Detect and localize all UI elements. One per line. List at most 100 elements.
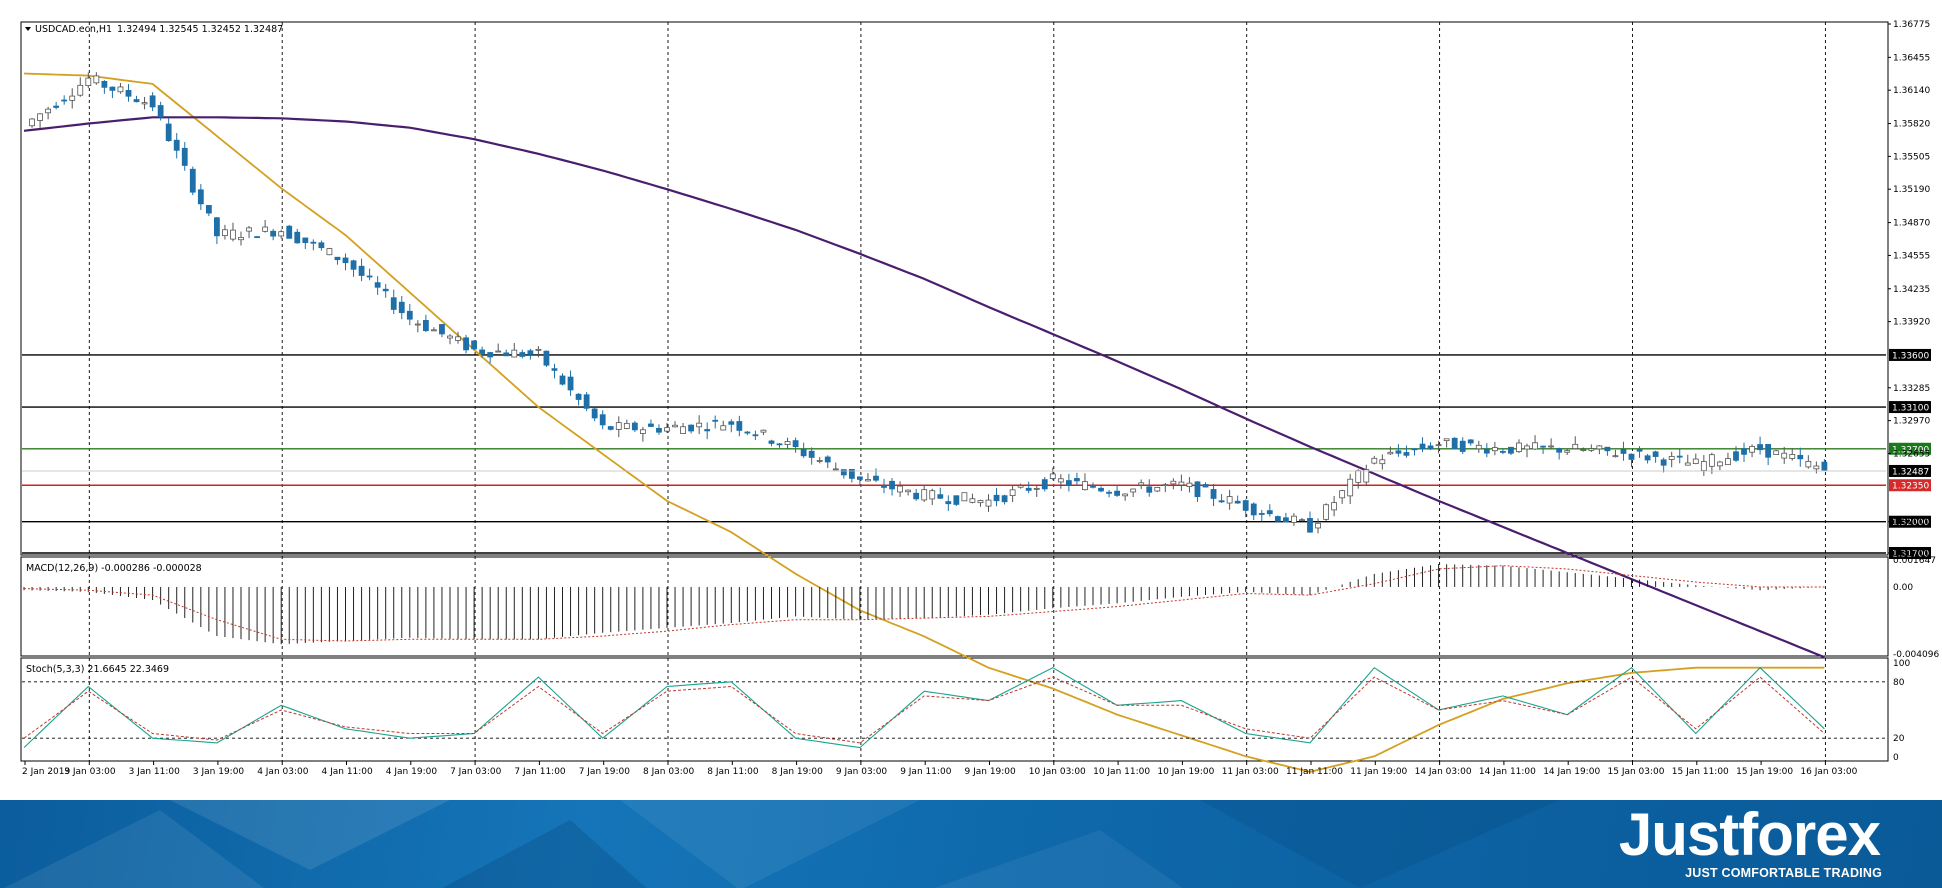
bear-candle [575,393,582,400]
time-tick-label: 3 Jan 03:00 [64,767,116,777]
level-price-label: 1.32700 [1892,445,1929,455]
fast-moving-average-line [23,72,1825,773]
bull-candle [1186,482,1193,487]
bear-candle [1765,443,1772,458]
bear-candle [422,319,429,332]
bull-candle [1781,452,1788,459]
bear-candle [768,440,775,444]
bear-candle [101,80,108,88]
bear-candle [61,99,68,102]
bear-candle [551,368,558,371]
bear-candle [583,394,590,409]
bear-candle [945,501,952,505]
candlesticks [29,72,1828,534]
bear-candle [1074,478,1080,482]
macd-signal-line [23,565,1825,642]
stoch-tick-label: 20 [1893,734,1905,744]
bear-candle [1556,448,1563,453]
bear-candle [688,424,695,432]
bull-candle [1524,445,1530,450]
bear-candle [1307,518,1313,533]
bear-candle [1218,500,1225,503]
bear-candle [1065,480,1072,486]
bear-candle [1451,437,1458,450]
time-tick-label: 14 Jan 11:00 [1479,767,1536,777]
bull-candle [1475,444,1482,450]
bear-candle [881,486,887,488]
bull-candle [1323,504,1329,520]
bull-candle [615,422,622,430]
bull-candle [1170,480,1177,485]
bull-candle [865,479,871,482]
bull-candle [69,95,76,101]
bull-candle [85,77,92,86]
vertical-grid [88,22,1826,761]
stoch-label: Stoch(5,3,3) 21.6645 22.3469 [26,664,169,675]
time-tick-label: 7 Jan 19:00 [579,767,631,777]
time-tick-label: 15 Jan 03:00 [1608,767,1665,777]
bull-candle [1516,442,1522,453]
bull-candle [977,500,984,504]
bear-candle [1540,445,1546,448]
brand-tagline: JUST COMFORTABLE TRADING [1685,866,1882,880]
bear-candle [953,495,960,505]
bear-candle [133,99,140,103]
macd-panel-border [20,556,1889,657]
bear-candle [1604,446,1611,452]
bull-candle [816,460,823,462]
bull-candle [1122,493,1129,497]
bull-candle [1162,484,1169,487]
bear-candle [519,352,526,357]
bull-candle [1813,465,1820,470]
bear-candle [439,324,445,335]
bull-candle [1572,443,1579,449]
price-tick-label: 1.33920 [1893,318,1930,328]
bear-candle [358,265,365,276]
price-tick-label: 1.33285 [1893,384,1930,394]
bull-candle [1588,448,1595,451]
bear-candle [712,419,719,422]
bull-candle [1355,470,1362,483]
bull-candle [1491,447,1498,452]
level-price-tag [1889,401,1931,414]
bull-candle [1700,461,1707,471]
current-price-label: 1.32487 [1892,467,1929,477]
bull-candle [455,336,461,341]
collapse-arrow-icon[interactable] [25,27,31,31]
bull-candle [1017,485,1024,488]
bear-candle [937,494,944,499]
stochastic-indicator [22,666,1886,749]
bear-candle [1733,451,1739,461]
time-tick-label: 15 Jan 19:00 [1736,767,1793,777]
current-price-tag [1889,464,1931,477]
bear-candle [1234,500,1241,504]
bear-candle [800,448,807,457]
bear-candle [808,450,815,458]
bull-candle [326,248,333,256]
bear-candle [648,423,654,427]
bull-candle [720,425,727,431]
bear-candle [776,443,783,446]
macd-tick-label: 0.001647 [1893,556,1936,566]
bull-candle [117,86,124,93]
bull-candle [1805,460,1812,468]
bear-candle [1797,454,1804,460]
decor-triangle [420,820,660,888]
bull-candle [639,429,646,434]
bull-candle [1331,502,1338,511]
bear-candle [752,434,759,437]
bear-candle [1242,500,1249,511]
bull-candle [1717,461,1723,467]
bear-candle [591,408,598,419]
bear-candle [205,205,212,214]
bear-candle [1419,443,1426,450]
bull-candle [680,426,686,434]
bull-candle [1580,449,1587,451]
time-tick-label: 16 Jan 03:00 [1800,767,1857,777]
bear-candle [479,349,486,354]
bull-candle [1033,487,1040,490]
bull-candle [1347,478,1354,497]
bear-candle [857,476,863,480]
bull-candle [1789,454,1796,459]
stoch-tick-label: 100 [1893,659,1910,669]
